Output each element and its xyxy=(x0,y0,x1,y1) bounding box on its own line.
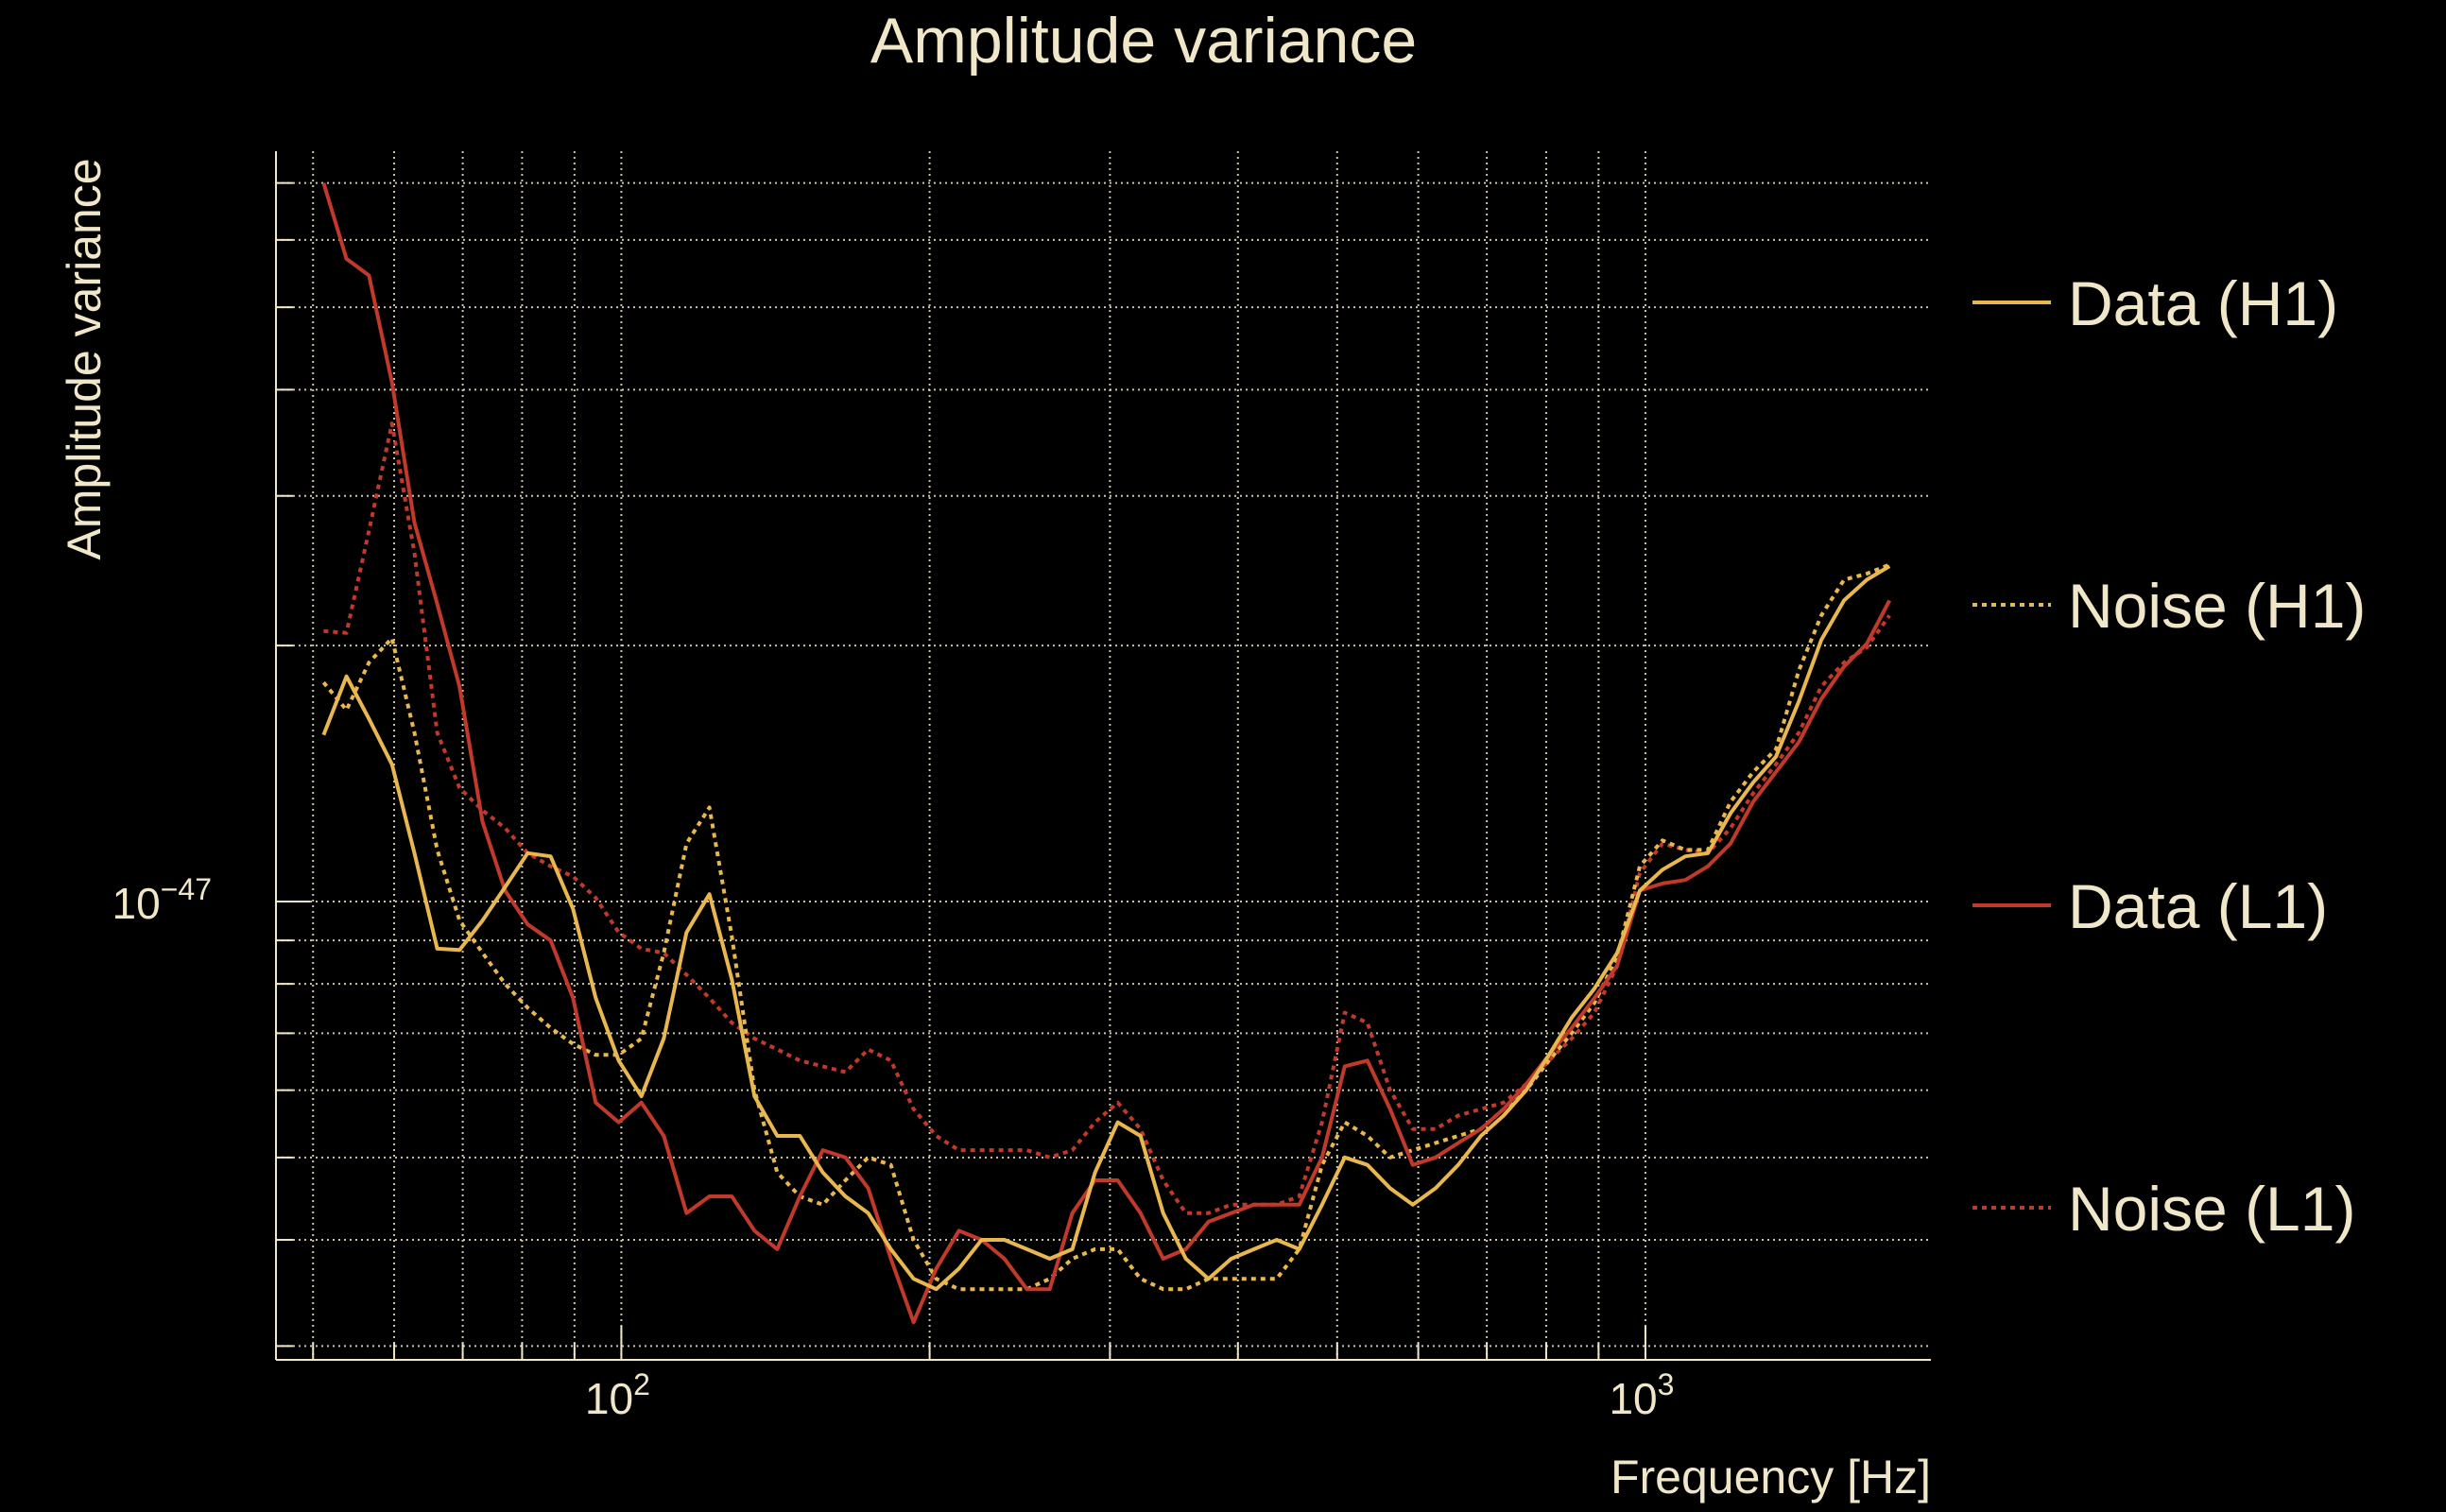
legend-label: Noise (H1) xyxy=(2068,571,2366,641)
x-tick-label: 103 xyxy=(1609,1367,1674,1423)
tick-labels: 102 103 10−47 xyxy=(112,872,1675,1423)
legend-label: Data (L1) xyxy=(2068,871,2328,941)
legend-item: Data (L1) xyxy=(1972,871,2328,941)
chart-title: Amplitude variance xyxy=(870,5,1417,77)
series-line-noise-l1 xyxy=(323,421,1891,1215)
legend-item: Data (H1) xyxy=(1972,268,2338,338)
y-axis-label: Amplitude variance xyxy=(58,158,111,559)
x-axis-label: Frequency [Hz] xyxy=(1611,1451,1931,1503)
legend-item: Noise (H1) xyxy=(1972,571,2366,641)
series-line-data-h1 xyxy=(321,564,1891,1292)
legend: Data (H1) Noise (H1) Data (L1) Noise (L1) xyxy=(1972,268,2366,1244)
axes xyxy=(275,151,1931,1361)
series-line-data-l1 xyxy=(321,182,1891,1325)
y-tick-label: 10−47 xyxy=(112,872,212,928)
legend-item: Noise (L1) xyxy=(1972,1174,2355,1244)
x-tick-label: 102 xyxy=(585,1367,650,1423)
series-lines xyxy=(321,182,1891,1325)
legend-label: Noise (L1) xyxy=(2068,1174,2355,1244)
legend-label: Data (H1) xyxy=(2068,268,2338,338)
grid xyxy=(276,151,1931,1360)
